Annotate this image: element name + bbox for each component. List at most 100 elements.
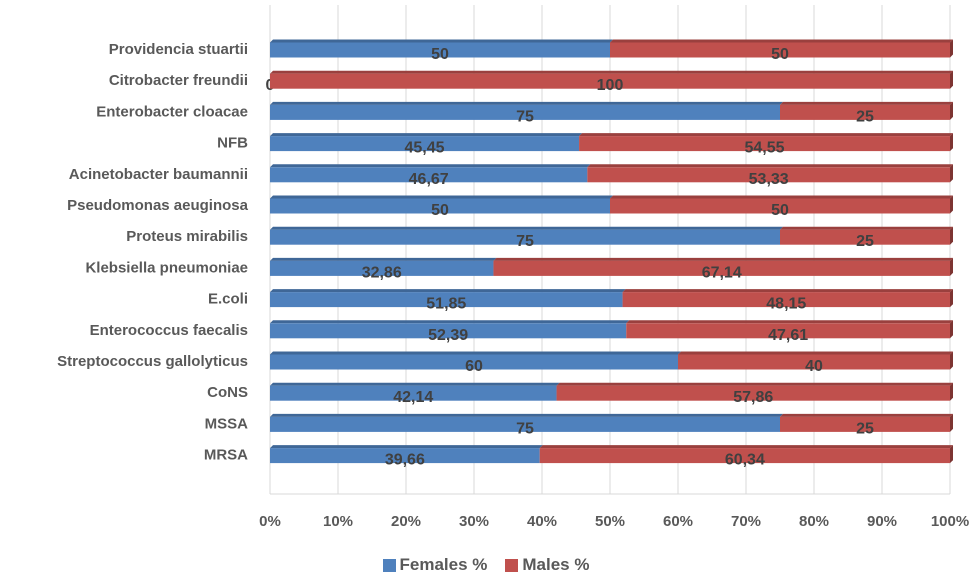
x-tick-label: 40% xyxy=(527,513,557,530)
bar-segment xyxy=(780,416,950,432)
bar-segment xyxy=(622,292,950,308)
legend-swatch-females xyxy=(382,558,396,572)
x-tick-label: 50% xyxy=(595,513,625,530)
data-label: 75 xyxy=(516,233,534,250)
chart-area: 0% 10% 20% 30% 40% 50% 60% 70% 80% 90% 100% Provide… xyxy=(57,5,969,530)
data-label: 75 xyxy=(516,420,534,437)
data-label: 45,45 xyxy=(405,140,445,157)
legend: Females % Males % xyxy=(0,550,972,580)
bar-segment xyxy=(587,167,950,183)
x-tick-label: 10% xyxy=(323,513,353,530)
category-label: E.coli xyxy=(208,291,248,308)
data-label: 75 xyxy=(516,108,534,125)
bar-top-face xyxy=(780,101,953,105)
x-tick-label: 20% xyxy=(391,513,421,530)
data-label: 51,85 xyxy=(426,296,466,313)
bar-top-face xyxy=(587,164,953,168)
x-tick-label: 30% xyxy=(459,513,489,530)
category-label: MRSA xyxy=(204,447,248,464)
category-label: Klebsiella pneumoniae xyxy=(85,259,248,276)
bar-top-face xyxy=(780,226,953,230)
bar-side-face xyxy=(950,257,953,276)
data-label: 25 xyxy=(856,233,874,250)
bar-top-face xyxy=(270,257,497,261)
bar-side-face xyxy=(950,445,953,464)
data-label: 60,34 xyxy=(725,452,765,469)
bar-top-face xyxy=(270,289,626,293)
bar-side-face xyxy=(950,413,953,432)
x-tick-label: 60% xyxy=(663,513,693,530)
legend-item-females: Females % xyxy=(382,555,487,575)
bar-top-face xyxy=(579,133,953,137)
bar-top-face xyxy=(270,351,681,355)
category-label: MSSA xyxy=(205,415,249,432)
bar-segment xyxy=(270,354,678,370)
bar-top-face xyxy=(270,445,543,449)
data-label: 48,15 xyxy=(766,296,806,313)
bar-side-face xyxy=(950,195,953,214)
bar-segment xyxy=(270,73,950,89)
data-label: 50 xyxy=(771,202,789,219)
category-label: Enterobacter cloacae xyxy=(96,103,248,120)
data-label: 100 xyxy=(597,77,624,94)
bar-segment xyxy=(270,448,540,464)
bar-segment xyxy=(270,42,610,58)
bar-segment xyxy=(780,229,950,245)
bar-segment xyxy=(579,136,950,152)
bar-side-face xyxy=(950,289,953,308)
data-label: 46,67 xyxy=(409,171,449,188)
category-label: Acinetobacter baumannii xyxy=(69,166,248,183)
x-tick-label: 90% xyxy=(867,513,897,530)
bar-top-face xyxy=(270,382,560,386)
x-tick-label: 70% xyxy=(731,513,761,530)
bar-segment xyxy=(270,167,588,183)
data-label: 39,66 xyxy=(385,452,425,469)
bar-top-face xyxy=(780,413,953,417)
bar-segment xyxy=(270,260,494,276)
bar-side-face xyxy=(950,70,953,89)
bar-segment xyxy=(556,385,950,401)
bar-segment xyxy=(626,323,950,339)
bar-segment xyxy=(780,104,950,120)
data-label: 50 xyxy=(431,46,449,63)
category-label: Providencia stuartii xyxy=(109,41,248,58)
bar-top-face xyxy=(556,382,953,386)
bar-top-face xyxy=(270,413,783,417)
bar-top-face xyxy=(626,320,953,324)
data-label: 53,33 xyxy=(749,171,789,188)
bar-segment xyxy=(270,198,610,214)
bar-top-face xyxy=(270,70,953,74)
bar-top-face xyxy=(610,195,953,199)
bar-side-face xyxy=(950,133,953,152)
bar-top-face xyxy=(493,257,953,261)
bar-top-face xyxy=(539,445,953,449)
bar-segment xyxy=(493,260,950,276)
bar-segment xyxy=(270,323,627,339)
bar-top-face xyxy=(610,39,953,43)
category-label: Citrobacter freundii xyxy=(109,72,248,89)
x-tick-label: 80% xyxy=(799,513,829,530)
bar-side-face xyxy=(950,101,953,120)
bar-top-face xyxy=(270,164,591,168)
bar-side-face xyxy=(950,320,953,339)
data-label: 42,14 xyxy=(393,389,433,406)
bar-top-face xyxy=(678,351,953,355)
category-label: CoNS xyxy=(207,384,248,401)
bar-top-face xyxy=(270,133,583,137)
legend-swatch-males xyxy=(505,558,519,572)
x-tick-label: 100% xyxy=(931,513,969,530)
bar-side-face xyxy=(950,226,953,245)
data-label: 54,55 xyxy=(745,140,785,157)
category-label: NFB xyxy=(217,135,248,152)
data-label: 60 xyxy=(465,358,483,375)
data-label: 47,61 xyxy=(768,327,808,344)
bar-segment xyxy=(539,448,950,464)
bar-top-face xyxy=(270,226,783,230)
bar-segment xyxy=(270,385,557,401)
data-label: 32,86 xyxy=(362,264,402,281)
category-label: Streptococcus gallolyticus xyxy=(57,353,248,370)
data-label: 52,39 xyxy=(428,327,468,344)
data-label: 57,86 xyxy=(733,389,773,406)
data-label: 67,14 xyxy=(702,264,742,281)
x-tick-label: 0% xyxy=(259,513,281,530)
